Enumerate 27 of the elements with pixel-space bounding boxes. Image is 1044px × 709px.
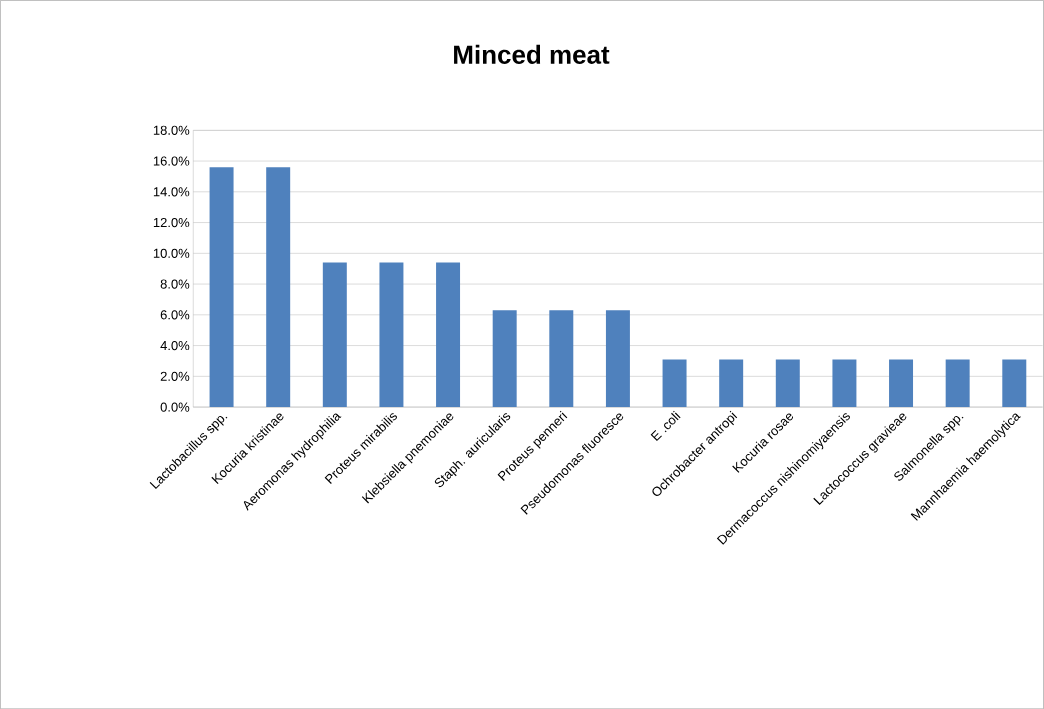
y-tick-label: 10.0%	[153, 248, 190, 258]
bar	[945, 359, 970, 407]
y-tick-label: 18.0%	[153, 125, 190, 135]
x-tick-label: E .coli	[650, 410, 681, 441]
bar	[1002, 359, 1027, 407]
bar	[605, 310, 630, 407]
bar	[719, 359, 744, 407]
bar	[209, 167, 234, 407]
y-tick-label: 4.0%	[160, 340, 190, 351]
bar	[492, 310, 517, 407]
bar	[832, 359, 857, 407]
bar	[436, 262, 461, 407]
y-tick-label: 16.0%	[153, 156, 190, 166]
bar	[549, 310, 574, 407]
bar	[379, 262, 404, 407]
y-tick-label: 14.0%	[153, 187, 190, 197]
bar	[266, 167, 291, 407]
chart-title: Minced meat	[454, 44, 610, 64]
bar	[775, 359, 800, 407]
y-tick-label: 12.0%	[153, 217, 190, 228]
y-tick-label: 0.0%	[160, 402, 190, 412]
y-tick-label: 2.0%	[160, 371, 190, 381]
y-tick-label: 8.0%	[160, 279, 190, 289]
bar	[662, 359, 687, 407]
y-tick-label: 6.0%	[160, 310, 190, 320]
bar	[322, 262, 347, 407]
bar	[889, 359, 914, 407]
